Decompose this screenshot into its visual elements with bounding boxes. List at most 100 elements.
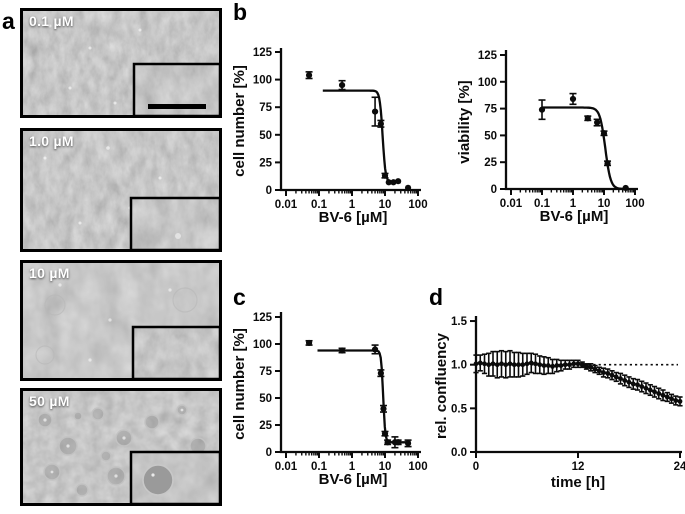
data-point: [395, 439, 402, 446]
axis-text: 0.01: [275, 199, 298, 211]
data-points: [538, 92, 629, 192]
data-point: [569, 95, 577, 103]
chart-b2: 0 25 50 75 100 125 0.01 0.1 1 10 100 BV-6 [µM] viabi…: [456, 50, 645, 225]
data-point: [600, 130, 608, 137]
axis-text: 1.0: [451, 360, 467, 372]
data-point: [538, 106, 546, 113]
data-point: [404, 184, 412, 191]
axis-text: 0: [266, 447, 272, 459]
axes: [279, 48, 421, 192]
micrograph-image: [20, 260, 222, 381]
inset-box: [131, 325, 222, 381]
panel-label-c: c: [233, 284, 246, 310]
fit-curve: [542, 106, 629, 191]
concentration-label: 0.1 µM: [29, 13, 74, 29]
data-point: [380, 405, 387, 412]
axis-text: 100: [253, 339, 272, 351]
axis-text: 0.01: [500, 198, 523, 210]
axis-text: 10: [379, 199, 392, 211]
axis-text: time [h]: [551, 474, 605, 491]
axis-text: 1: [349, 199, 356, 211]
axis-text: 1: [349, 461, 356, 473]
inset-box: [129, 450, 222, 506]
axis-text: 100: [408, 461, 427, 473]
data-points: [305, 71, 412, 191]
data-point: [594, 119, 601, 126]
axes: [504, 50, 638, 191]
axis-text: 125: [478, 50, 498, 62]
chart-c: 0 25 50 75 100 125 0.01 0.1 1 10 100 BV-6 [µM] cell …: [231, 312, 428, 488]
axis-text: BV-6 [µM]: [319, 471, 388, 488]
data-point: [395, 178, 402, 185]
axis-text: 0.01: [275, 461, 298, 473]
axis-text: 100: [408, 199, 427, 211]
data-point: [377, 120, 384, 127]
data-point: [622, 184, 629, 192]
axis-text: 125: [253, 312, 273, 324]
axis-text: 10: [598, 198, 611, 210]
image-border: [20, 128, 222, 252]
data-point: [404, 440, 412, 447]
data-point: [371, 346, 379, 353]
image-border: [20, 8, 222, 118]
axis-text: 10: [379, 461, 392, 473]
axis-text: 0.0: [451, 447, 467, 459]
micrograph-image: [20, 8, 222, 118]
micrograph-image: [20, 128, 222, 252]
chart-d: 0.0 0.5 1.0 1.5 0 12 24 time [h] rel. confluency: [433, 316, 685, 491]
axes: [279, 312, 421, 454]
axis-text: 25: [259, 157, 272, 169]
axis-text: 50: [259, 393, 272, 405]
axis-text: 0.1: [311, 199, 328, 211]
panel-label-a: a: [2, 8, 15, 34]
axis-text: 0: [491, 184, 497, 196]
data-points: [305, 339, 412, 449]
panel-label-d: d: [429, 284, 444, 310]
axis-text: 100: [253, 75, 272, 87]
axis-text: 100: [625, 198, 644, 210]
data-point: [377, 370, 384, 377]
axis-text: 100: [478, 77, 497, 89]
axis-text: 25: [259, 420, 272, 432]
data-point: [385, 179, 392, 186]
series-line: [475, 361, 681, 403]
fit-curve: [317, 349, 411, 444]
axis-text: 0: [473, 461, 479, 473]
data-point: [305, 72, 313, 79]
axis-text: 24: [674, 461, 685, 473]
data-point: [305, 339, 313, 347]
axis-text: 1.5: [451, 316, 468, 328]
micrograph-1.0uM: 1.0 µM: [20, 128, 222, 252]
micrograph-50uM: 50 µM: [20, 388, 222, 506]
axis-text: 1: [570, 198, 577, 210]
data-point: [390, 179, 397, 186]
data-point: [381, 430, 389, 437]
data-point: [338, 347, 346, 354]
micrograph-0.1uM: 0.1 µM: [20, 8, 222, 118]
axis-text: viability [%]: [456, 80, 473, 163]
axis-text: 0.1: [311, 461, 328, 473]
concentration-label: 10 µM: [29, 265, 70, 281]
image-border: [20, 388, 222, 506]
micrograph-image: [20, 388, 222, 506]
data-point: [604, 160, 611, 167]
axis-text: rel. confluency: [433, 332, 450, 439]
chart-b1: 0 25 50 75 100 125 0.01 0.1 1 10 100 BV-6 [µM] cell …: [231, 47, 428, 226]
axis-text: 0.5: [451, 403, 468, 415]
cell-outlines: [35, 287, 198, 365]
cell-highlights: [43, 408, 184, 478]
axis-text: 75: [259, 366, 272, 378]
axis-text: 0.1: [534, 198, 551, 210]
data-points: [473, 349, 683, 407]
axis-text: 0: [266, 185, 272, 197]
data-point: [584, 115, 591, 122]
axis-text: 25: [484, 157, 497, 169]
data-point: [338, 82, 346, 89]
axis-text: BV-6 [µM]: [319, 209, 388, 226]
fit-curve: [322, 89, 401, 184]
scale-bar: [148, 104, 206, 109]
image-border: [20, 260, 222, 381]
axis-text: 125: [253, 47, 273, 59]
data-point: [381, 172, 389, 179]
